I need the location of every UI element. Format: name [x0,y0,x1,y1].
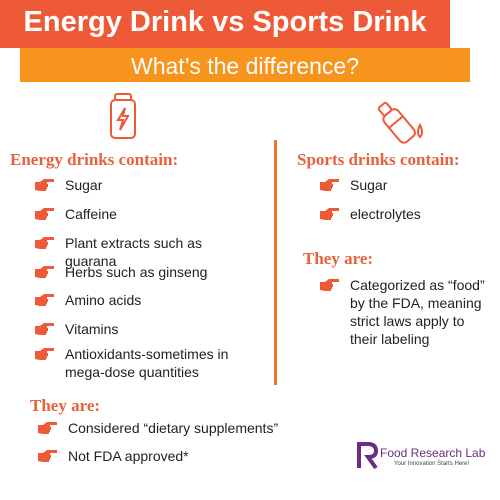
title: Energy Drink vs Sports Drink [23,6,427,38]
list-item: Categorized as “food” by the FDA, meanin… [350,277,485,347]
pointer-icon [38,450,57,462]
pointer-icon [35,323,54,335]
list-item: Vitamins [65,321,119,337]
pointer-icon [35,266,54,278]
pointer-icon [35,237,54,249]
pointer-icon [35,179,54,191]
section-heading: Sports drinks contain: [297,150,460,169]
pointer-icon [35,294,54,306]
pointer-icon [38,422,57,434]
list-item: Antioxidants-sometimes in mega-dose quan… [65,346,229,380]
subtitle-bar [20,48,470,82]
list-item: Plant extracts such as guarana [65,235,202,269]
logo-mark [357,442,378,470]
can-icon [110,93,136,139]
list-item: Amino acids [65,292,142,308]
section-heading: They are: [303,249,374,268]
list-item: Herbs such as ginseng [65,264,208,280]
list-item: electrolytes [350,206,421,222]
divider [274,140,277,385]
pointer-icon [320,208,339,220]
list-item: Considered “dietary supplements” [68,420,279,436]
list-item: Sugar [350,177,388,193]
section-heading: They are: [30,396,101,415]
list-item: Not FDA approved* [68,448,189,464]
pointer-icon [320,279,339,291]
section-heading: Energy drinks contain: [10,150,179,169]
logo-tagline: Your Innovation Starts Here! [394,461,470,467]
logo-name: Food Research Lab [380,446,486,460]
pointer-icon [35,348,54,360]
pointer-icon [320,179,339,191]
pointer-icon [35,208,54,220]
list-item: Sugar [65,177,103,193]
bottle-icon [377,101,423,144]
subtitle: What’s the difference? [130,53,359,79]
title-bar [0,0,450,48]
list-item: Caffeine [65,206,117,222]
